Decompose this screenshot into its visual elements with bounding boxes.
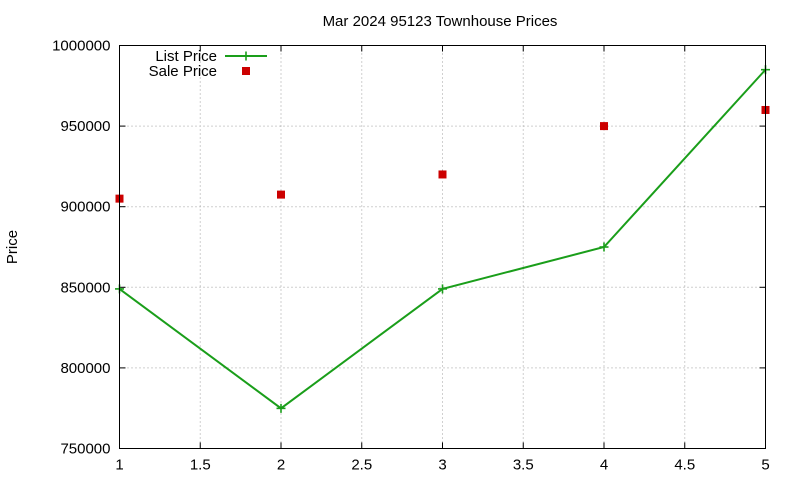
list-price-point <box>438 284 447 294</box>
list-price-point <box>276 403 286 413</box>
sale-price-point <box>600 122 608 131</box>
list-price-point <box>599 242 609 252</box>
x-tick-label: 5 <box>761 457 769 474</box>
series-0 <box>115 65 770 413</box>
y-axis-label: Price <box>4 230 21 264</box>
legend-label: List Price <box>155 48 217 65</box>
x-tick-label: 2.5 <box>351 457 372 474</box>
y-tick-label: 750000 <box>60 441 110 458</box>
y-tick-label: 1000000 <box>52 38 110 55</box>
y-tick-label: 850000 <box>60 279 110 296</box>
legend-label: Sale Price <box>149 63 217 80</box>
axis-tick-labels: 1 1.5 2 2.5 3 3.5 4 4.5 5 750000 800000 850000 90000… <box>52 38 770 474</box>
y-tick-label: 800000 <box>60 360 110 377</box>
chart-title: Mar 2024 95123 Townhouse Prices <box>323 13 558 30</box>
x-tick-label: 3 <box>438 457 446 474</box>
grid <box>119 45 766 449</box>
legend-plus-marker <box>241 51 251 61</box>
sale-price-point <box>438 170 447 179</box>
x-tick-label: 3.5 <box>513 457 534 474</box>
x-tick-label: 4 <box>600 457 608 474</box>
x-tick-label: 1.5 <box>190 457 211 474</box>
legend-square-marker <box>242 67 250 75</box>
plot-frame <box>119 45 766 449</box>
y-tick-label: 950000 <box>60 118 110 135</box>
sale-price-point <box>277 190 285 199</box>
y-tick-label: 900000 <box>60 199 110 216</box>
x-tick-label: 1 <box>115 457 123 474</box>
x-tick-label: 4.5 <box>674 457 695 474</box>
x-tick-label: 2 <box>277 457 285 474</box>
series-layer <box>115 65 770 413</box>
